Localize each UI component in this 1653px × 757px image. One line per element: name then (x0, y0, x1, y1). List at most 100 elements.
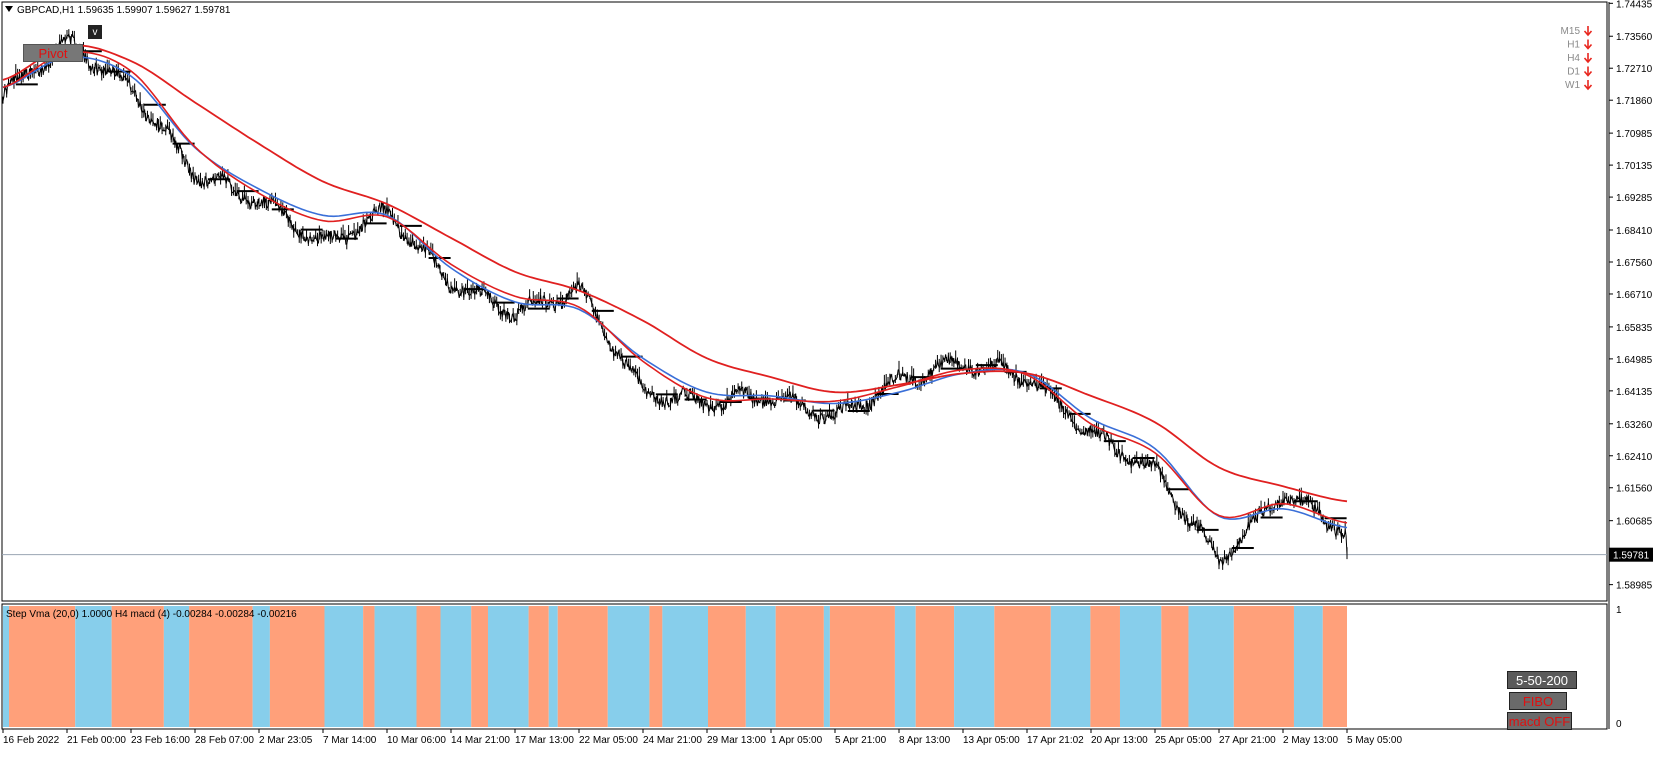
macd-toggle-button[interactable]: macd OFF (1507, 712, 1572, 730)
price-tick-label: 1.71860 (1616, 96, 1653, 107)
indicator-bar (75, 606, 112, 727)
ma-5-50-200-button[interactable]: 5-50-200 (1507, 671, 1577, 689)
timeframe-panel: M15 H1 H4 D1 W1 (1561, 26, 1593, 91)
time-tick-label: 8 Apr 13:00 (899, 735, 951, 746)
indicator-bar (894, 606, 916, 727)
indicator-bar (1293, 606, 1323, 727)
indicator-scale-bottom: 0 (1616, 719, 1622, 730)
price-tick-label: 1.60685 (1616, 517, 1653, 528)
price-tick-label: 1.66710 (1616, 290, 1653, 301)
indicator-scale-top: 1 (1616, 605, 1622, 616)
dropdown-triangle-icon (5, 6, 13, 12)
vma-series (2, 56, 1348, 529)
indicator-bar (745, 606, 776, 727)
timeframe-label-h1: H1 (1567, 40, 1580, 51)
indicator-bar (252, 606, 270, 727)
time-tick-label: 2 May 13:00 (1283, 735, 1338, 746)
time-tick-label: 28 Feb 07:00 (195, 735, 254, 746)
indicator-bar (1090, 606, 1120, 727)
arrow-down-icon (1583, 26, 1593, 37)
time-tick-label: 20 Apr 13:00 (1091, 735, 1148, 746)
price-tick-label: 1.64135 (1616, 387, 1653, 398)
indicator-bar (954, 606, 995, 727)
indicator-bar (163, 606, 190, 727)
ma-fast-series (2, 51, 1348, 524)
time-tick-label: 29 Mar 13:00 (707, 735, 766, 746)
timeframe-label-w1: W1 (1565, 80, 1580, 91)
indicator-bar (708, 606, 746, 727)
indicator-bar (1233, 606, 1294, 727)
time-tick-label: 16 Feb 2022 (3, 735, 60, 746)
time-tick-label: 1 Apr 05:00 (771, 735, 823, 746)
time-tick-label: 24 Mar 21:00 (643, 735, 702, 746)
time-tick-label: 14 Mar 21:00 (451, 735, 510, 746)
indicator-label: Step Vma (20,0) 1.0000 H4 macd (4) -0.00… (6, 609, 297, 620)
arrow-down-icon (1583, 80, 1593, 91)
indicator-bar (649, 606, 663, 727)
arrow-down-icon (1583, 66, 1593, 77)
toggle-button[interactable]: v (88, 25, 102, 39)
arrow-down-icon (1583, 53, 1593, 64)
indicator-bar (189, 606, 253, 727)
price-tick-label: 1.70135 (1616, 161, 1653, 172)
time-tick-label: 5 Apr 21:00 (835, 735, 887, 746)
indicator-bar (1161, 606, 1189, 727)
indicator-bar (1322, 606, 1347, 727)
price-tick-label: 1.74435 (1616, 0, 1653, 10)
time-tick-label: 2 Mar 23:05 (259, 735, 313, 746)
indicator-bar (915, 606, 955, 727)
indicator-bar (662, 606, 709, 727)
price-tick-label: 1.72710 (1616, 64, 1653, 75)
indicator-bar (1050, 606, 1091, 727)
timeframe-label-d1: D1 (1567, 67, 1580, 78)
indicator-bar (440, 606, 472, 727)
time-tick-label: 10 Mar 06:00 (387, 735, 446, 746)
price-tick-label: 1.63260 (1616, 420, 1653, 431)
chart-header: GBPCAD,H1 1.59635 1.59907 1.59627 1.5978… (5, 5, 231, 16)
indicator-bars (3, 606, 1347, 727)
price-tick-label: 1.65835 (1616, 323, 1653, 334)
indicator-bar (548, 606, 558, 727)
fibo-button[interactable]: FIBO (1509, 692, 1567, 710)
time-tick-label: 27 Apr 21:00 (1219, 735, 1276, 746)
indicator-bar (111, 606, 164, 727)
price-tick-label: 1.70985 (1616, 129, 1653, 140)
time-tick-label: 7 Mar 14:00 (323, 735, 377, 746)
price-tick-label: 1.58985 (1616, 581, 1653, 592)
symbol-title: GBPCAD,H1 1.59635 1.59907 1.59627 1.5978… (17, 5, 231, 16)
pivot-button[interactable]: Pivot (23, 44, 83, 62)
ma-slow-series (2, 44, 1348, 503)
price-tick-label: 1.61560 (1616, 484, 1653, 495)
indicator-bar (1119, 606, 1162, 727)
price-axis: 1.74435 1.73560 1.72710 1.71860 1.70985 1.701… (1609, 0, 1653, 592)
time-tick-label: 25 Apr 05:00 (1155, 735, 1212, 746)
indicator-bar (829, 606, 895, 727)
indicator-bar (528, 606, 549, 727)
indicator-bar (416, 606, 441, 727)
indicator-bar (1188, 606, 1234, 727)
price-tick-label: 1.64985 (1616, 355, 1653, 366)
time-tick-label: 5 May 05:00 (1347, 735, 1402, 746)
indicator-bar (994, 606, 1051, 727)
indicator-bar (3, 606, 10, 727)
price-wicks (2, 29, 1348, 570)
price-tick-label: 1.67560 (1616, 258, 1653, 269)
time-tick-label: 22 Mar 05:00 (579, 735, 638, 746)
indicator-bar (374, 606, 417, 727)
time-axis: 16 Feb 2022 21 Feb 00:00 23 Feb 16:00 28 Fe… (2, 729, 1402, 746)
indicator-bar (269, 606, 325, 727)
arrow-down-icon (1583, 39, 1593, 50)
indicator-bar (775, 606, 824, 727)
indicator-bar (9, 606, 76, 727)
price-tick-label: 1.73560 (1616, 32, 1653, 43)
current-price-badge (1609, 547, 1653, 562)
timeframe-label-h4: H4 (1567, 53, 1580, 64)
price-tick-label: 1.68410 (1616, 226, 1653, 237)
price-tick-label: 1.62410 (1616, 452, 1653, 463)
time-tick-label: 21 Feb 00:00 (67, 735, 126, 746)
indicator-bar (324, 606, 364, 727)
main-pane (1, 1, 1608, 602)
indicator-bar (363, 606, 375, 727)
